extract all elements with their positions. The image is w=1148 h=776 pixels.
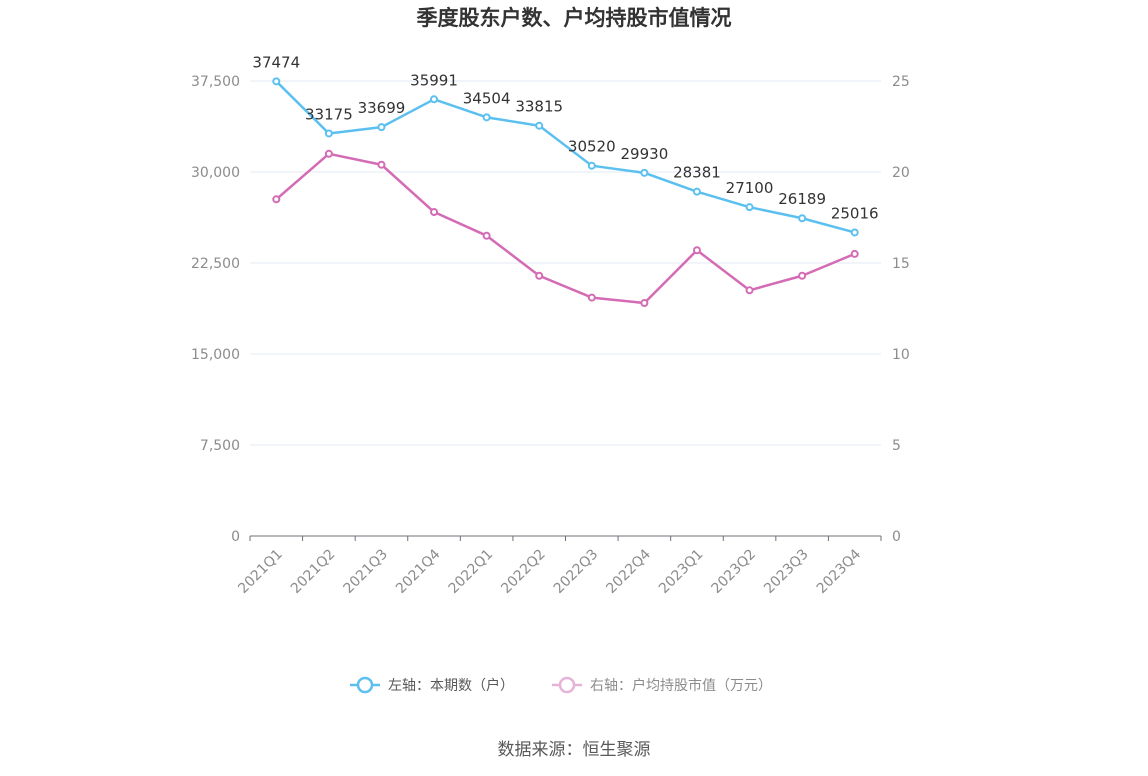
data-point[interactable]	[535, 271, 544, 280]
data-point[interactable]	[377, 123, 386, 132]
data-point[interactable]	[272, 77, 281, 86]
x-tick-label: 2022Q4	[603, 546, 654, 597]
data-label: 37474	[252, 53, 300, 71]
x-tick-label: 2023Q2	[709, 546, 760, 597]
data-point[interactable]	[798, 271, 807, 280]
data-point[interactable]	[482, 231, 491, 240]
data-label: 25016	[831, 204, 879, 222]
data-label: 34504	[463, 89, 511, 107]
legend[interactable]: 左轴：本期数（户） 右轴：户均持股市值（万元）	[350, 676, 772, 694]
right-tick-label: 10	[892, 347, 910, 363]
right-tick-label: 25	[892, 74, 910, 90]
right-axis: 0 5 10 15 20 25	[892, 74, 910, 545]
data-point[interactable]	[430, 208, 439, 217]
data-point[interactable]	[482, 113, 491, 122]
data-label: 28381	[673, 164, 721, 182]
x-tick-label: 2023Q3	[761, 546, 812, 597]
data-label: 26189	[778, 190, 826, 208]
data-point[interactable]	[850, 249, 859, 258]
chart-title: 季度股东户数、户均持股市值情况	[417, 6, 732, 30]
x-tick-label: 2023Q4	[814, 546, 865, 597]
left-tick-label: 22,500	[191, 256, 240, 272]
data-label: 29930	[621, 145, 669, 163]
data-label: 33175	[305, 105, 353, 123]
data-point[interactable]	[587, 161, 596, 170]
data-point[interactable]	[640, 299, 649, 308]
x-tick-label: 2023Q1	[656, 546, 707, 597]
x-tick-label: 2022Q3	[551, 546, 602, 597]
left-tick-label: 30,000	[191, 165, 240, 181]
data-point[interactable]	[692, 187, 701, 196]
x-tick-label: 2021Q3	[340, 546, 391, 597]
x-tick-label: 2021Q2	[288, 546, 339, 597]
right-tick-label: 15	[892, 256, 910, 272]
data-label: 27100	[726, 179, 774, 197]
data-point[interactable]	[324, 129, 333, 138]
legend-label[interactable]: 左轴：本期数（户）	[388, 677, 514, 694]
x-tick-label: 2022Q1	[446, 546, 497, 597]
left-axis: 0 7,500 15,000 22,500 30,000 37,500	[191, 74, 240, 545]
right-tick-label: 20	[892, 165, 910, 181]
data-label: 33699	[358, 99, 406, 117]
right-tick-label: 0	[892, 529, 901, 545]
data-label: 35991	[410, 71, 458, 89]
left-tick-label: 7,500	[200, 438, 240, 454]
data-point[interactable]	[745, 203, 754, 212]
legend-marker	[558, 676, 576, 694]
x-tick-label: 2021Q1	[235, 546, 286, 597]
data-point[interactable]	[587, 293, 596, 302]
data-point[interactable]	[745, 286, 754, 295]
left-tick-label: 15,000	[191, 347, 240, 363]
series-line	[275, 80, 856, 234]
gridlines	[250, 80, 881, 446]
data-label: 33815	[515, 98, 563, 116]
data-point[interactable]	[377, 160, 386, 169]
data-point[interactable]	[324, 149, 333, 158]
left-tick-label: 37,500	[191, 74, 240, 90]
data-point[interactable]	[798, 214, 807, 223]
source-note: 数据来源：恒生聚源	[498, 740, 651, 760]
series-line	[275, 152, 856, 305]
legend-marker	[356, 676, 374, 694]
data-point[interactable]	[430, 95, 439, 104]
data-point[interactable]	[850, 228, 859, 237]
x-tick-label: 2021Q4	[393, 546, 444, 597]
legend-label[interactable]: 右轴：户均持股市值（万元）	[590, 677, 772, 694]
data-point[interactable]	[640, 168, 649, 177]
data-point[interactable]	[272, 195, 281, 204]
data-point[interactable]	[692, 246, 701, 255]
data-point[interactable]	[535, 121, 544, 130]
x-tick-label: 2022Q2	[498, 546, 549, 597]
left-tick-label: 0	[231, 529, 240, 545]
x-axis: 2021Q1 2021Q2 2021Q3 2021Q4 2022Q1 2022Q2 2022…	[235, 535, 882, 597]
data-label: 30520	[568, 138, 616, 156]
right-tick-label: 5	[892, 438, 901, 454]
